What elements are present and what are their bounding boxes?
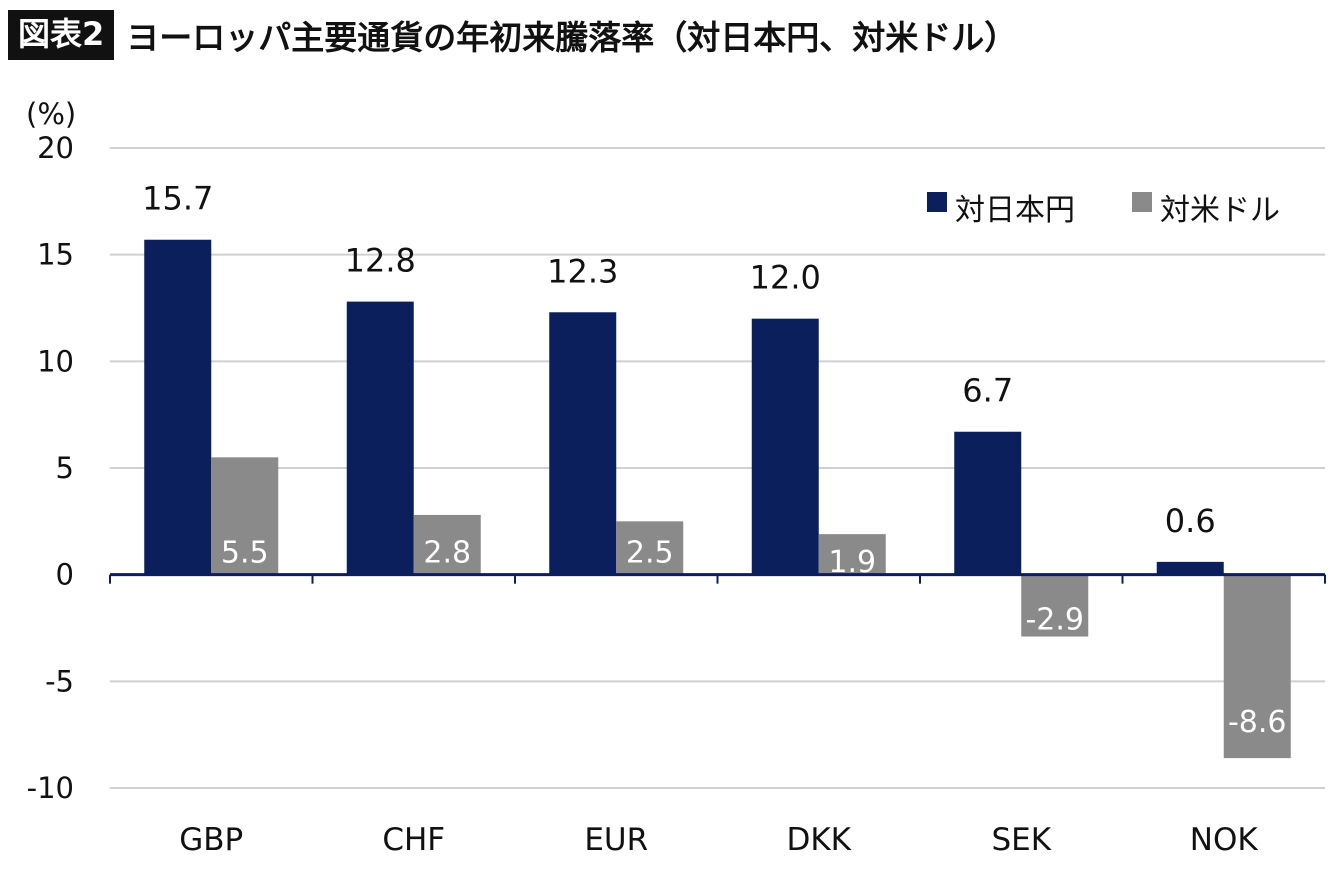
data-label: 6.7: [962, 372, 1013, 410]
legend-swatch: [1132, 192, 1152, 212]
gridlines: [110, 147, 1325, 789]
data-label: 2.8: [423, 536, 471, 571]
x-category-label: EUR: [584, 822, 648, 858]
bar: [346, 301, 414, 575]
data-label: -2.9: [1025, 603, 1084, 638]
data-label: 15.7: [142, 180, 213, 218]
data-label: 0.6: [1165, 502, 1216, 540]
y-tick-label: -5: [45, 664, 74, 698]
legend-swatch: [927, 192, 947, 212]
y-tick-label: 20: [37, 131, 74, 165]
y-axis-ticks: 20 15 10 5 0 -5 -10: [27, 131, 74, 805]
figure-badge: 図表2: [8, 10, 115, 60]
bar: [818, 534, 886, 575]
data-label: 12.8: [345, 242, 416, 280]
data-label: 12.0: [750, 259, 821, 297]
y-tick-label: 15: [37, 238, 74, 272]
bar: [1156, 561, 1224, 575]
bar: [211, 457, 279, 575]
x-axis: [109, 573, 1326, 584]
chart-header: 図表2 ヨーロッパ主要通貨の年初来騰落率（対日本円、対米ドル）: [8, 8, 1017, 62]
x-category-label: NOK: [1190, 822, 1259, 858]
bar: [413, 514, 481, 575]
bar: [1223, 574, 1291, 759]
x-category-label: DKK: [786, 822, 851, 858]
bars: 15.75.512.82.812.32.512.01.96.7-2.90.6-8…: [142, 180, 1291, 759]
bar: [954, 431, 1022, 575]
chart-title: ヨーロッパ主要通貨の年初来騰落率（対日本円、対米ドル）: [126, 18, 1018, 57]
x-category-label: SEK: [991, 822, 1051, 858]
y-tick-label: 0: [56, 558, 74, 592]
bar: [751, 318, 819, 575]
legend-label: 対米ドル: [1160, 193, 1280, 228]
x-axis-categories: GBP CHF EUR DKK SEK NOK: [179, 822, 1258, 858]
bar: [616, 521, 684, 575]
legend-label: 対日本円: [955, 193, 1075, 228]
x-category-label: CHF: [382, 822, 445, 858]
data-label: 12.3: [547, 252, 618, 290]
data-label: 2.5: [626, 536, 674, 571]
y-tick-label: 5: [56, 451, 74, 485]
y-tick-label: 10: [37, 344, 74, 378]
data-label: -8.6: [1228, 705, 1287, 740]
bar: [144, 239, 212, 575]
x-category-label: GBP: [179, 822, 243, 858]
data-label: 5.5: [221, 536, 269, 571]
bar: [549, 312, 617, 575]
legend: 対日本円 対米ドル: [927, 192, 1280, 228]
y-tick-label: -10: [27, 771, 74, 805]
y-axis-label: (%): [26, 97, 76, 131]
bar: [1021, 574, 1089, 637]
